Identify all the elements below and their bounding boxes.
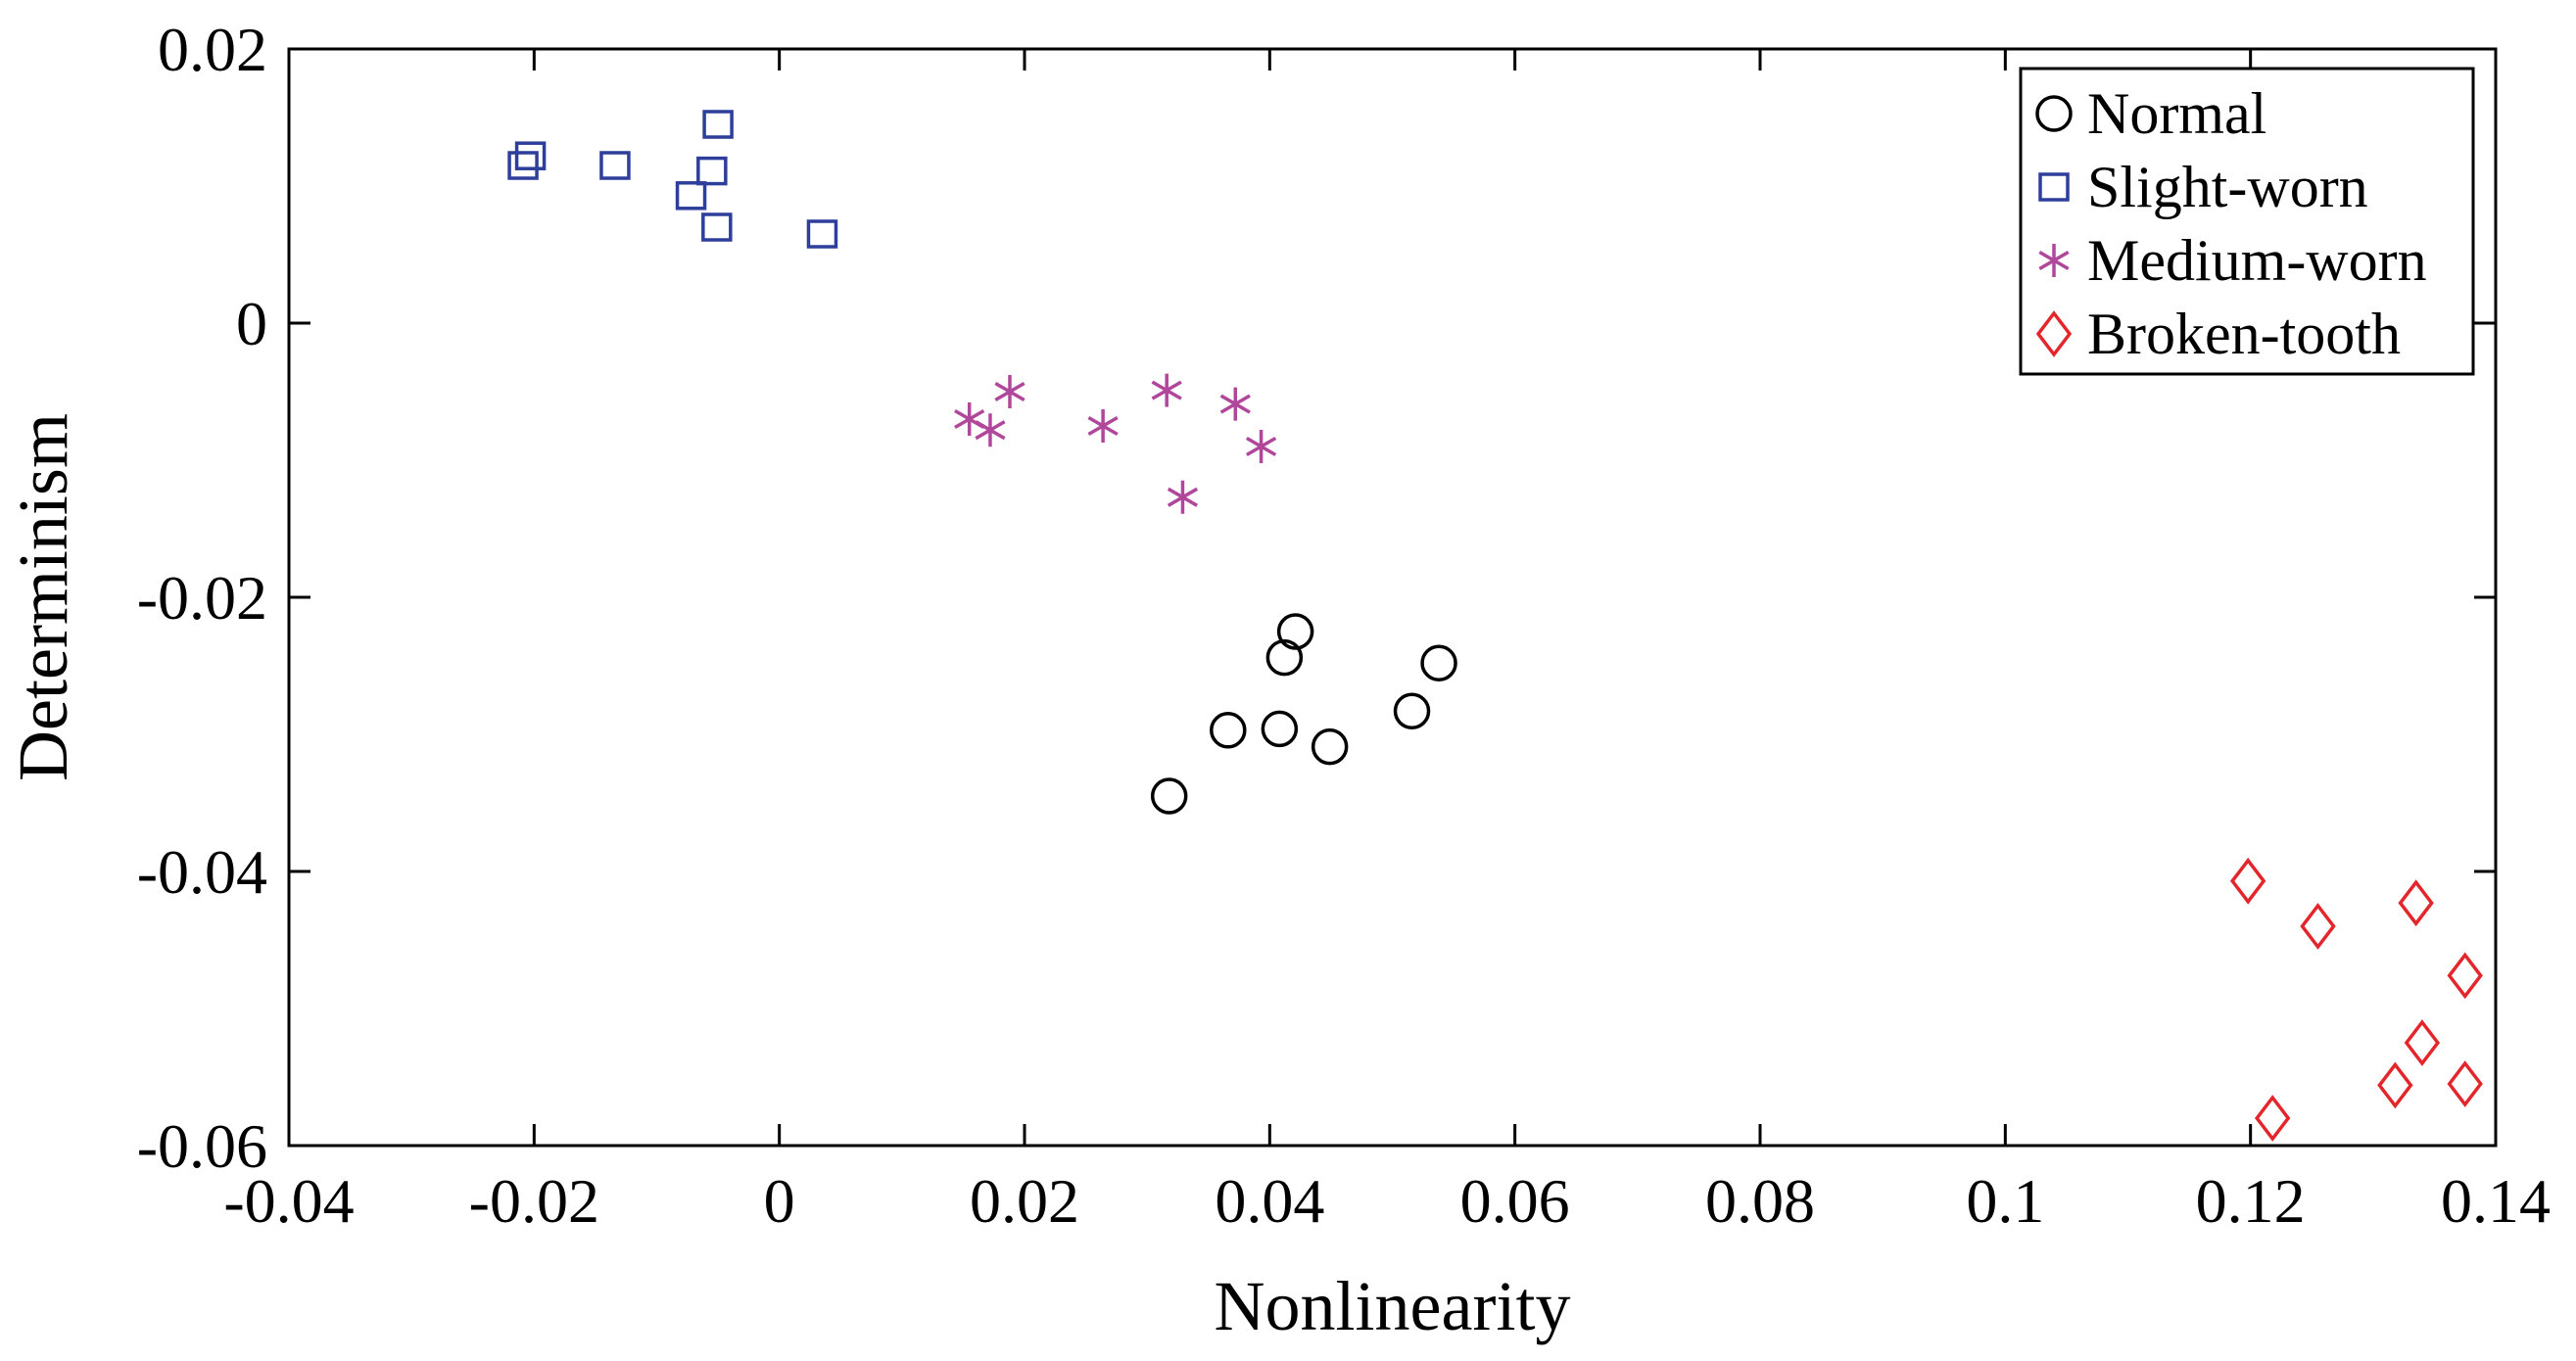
- data-point: [2300, 903, 2336, 950]
- data-point: [1276, 613, 1314, 650]
- data-point: [696, 156, 728, 186]
- series-normal: [1150, 613, 1457, 815]
- y-tick-label: -0.06: [137, 1111, 267, 1181]
- x-tick-label: -0.04: [223, 1166, 354, 1236]
- legend-marker: [2035, 310, 2073, 357]
- legend-item: Medium-worn: [2038, 228, 2427, 293]
- x-tick-label: 0.04: [1215, 1166, 1324, 1236]
- x-tick-label: 0.12: [2196, 1166, 2306, 1236]
- data-point: [994, 375, 1026, 408]
- legend-box: [2019, 67, 2475, 376]
- plot-frame: [287, 47, 2498, 1148]
- data-point: [1245, 430, 1277, 463]
- data-point: [2398, 879, 2434, 927]
- x-tick-label: 0.06: [1460, 1166, 1570, 1236]
- legend-marker: [2038, 172, 2070, 202]
- data-point: [2377, 1061, 2413, 1109]
- data-point: [2229, 857, 2266, 905]
- data-point: [2254, 1095, 2291, 1142]
- data-point: [1087, 409, 1119, 443]
- data-point: [507, 151, 539, 180]
- data-point: [701, 212, 733, 242]
- data-point: [1210, 712, 1247, 749]
- data-point: [2404, 1019, 2441, 1066]
- legend-label: Normal: [2087, 81, 2266, 146]
- legend-item: Broken-tooth: [2035, 302, 2401, 366]
- legend-marker: [2038, 244, 2070, 277]
- series-broken-tooth: [2229, 857, 2483, 1142]
- legend-item: Slight-worn: [2038, 155, 2368, 219]
- y-tick-label: 0.02: [158, 15, 267, 84]
- data-point: [975, 413, 1006, 447]
- data-point: [599, 151, 631, 180]
- legend-label: Medium-worn: [2087, 228, 2427, 293]
- y-tick-label: -0.04: [137, 837, 267, 907]
- legend-label: Slight-worn: [2087, 155, 2368, 219]
- series-slight-worn: [507, 110, 838, 249]
- data-point: [675, 181, 707, 211]
- y-tick-label: 0: [236, 289, 267, 358]
- data-point: [1393, 692, 1431, 729]
- legend-item: Normal: [2035, 81, 2266, 146]
- data-point: [1311, 727, 1349, 766]
- data-point: [806, 219, 838, 249]
- data-point: [1265, 638, 1304, 677]
- x-tick-label: -0.02: [469, 1166, 599, 1236]
- x-tick-label: 0.14: [2441, 1166, 2551, 1236]
- data-point: [702, 110, 734, 139]
- axis-tick-labels: -0.04 -0.02 0 0.02 0.04 0.06 0.08 0.1 0.12 0.14 0.…: [137, 15, 2551, 1236]
- data-point: [514, 141, 547, 170]
- legend-marker: [2035, 95, 2073, 132]
- data-point: [1150, 777, 1188, 815]
- data-point: [1261, 710, 1299, 748]
- data-point: [1167, 480, 1199, 514]
- x-tick-label: 0.02: [970, 1166, 1079, 1236]
- data-point: [2447, 952, 2483, 1000]
- legend: Normal Slight-worn Medium-worn Broken-tooth: [2019, 67, 2475, 376]
- data-point: [954, 402, 985, 436]
- x-tick-label: 0: [764, 1166, 795, 1236]
- y-axis-label: Determinism: [4, 413, 82, 781]
- x-tick-label: 0.08: [1705, 1166, 1815, 1236]
- data-point: [1151, 373, 1182, 407]
- data-point: [2447, 1060, 2483, 1107]
- x-tick-label: 0.1: [1966, 1166, 2044, 1236]
- x-axis-label: Nonlinearity: [1215, 1267, 1571, 1345]
- data-points: [507, 110, 2483, 1142]
- data-point: [1219, 387, 1251, 421]
- legend-label: Broken-tooth: [2087, 302, 2401, 366]
- y-tick-label: -0.02: [137, 563, 267, 633]
- series-medium-worn: [954, 373, 1277, 514]
- data-point: [1420, 644, 1457, 681]
